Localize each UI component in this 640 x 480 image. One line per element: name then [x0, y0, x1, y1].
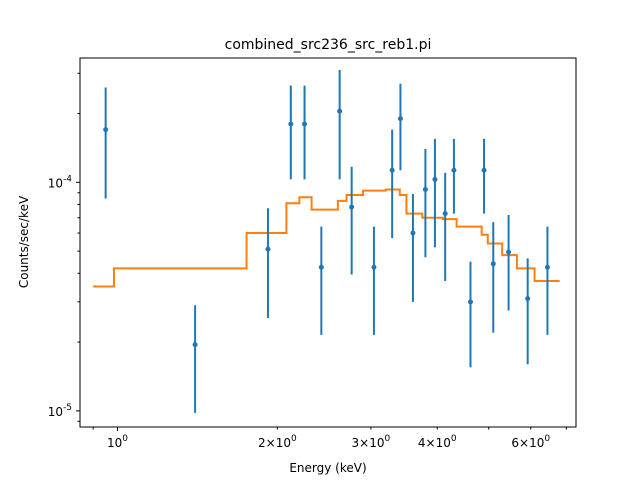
data-point — [432, 176, 438, 182]
x-tick-label: 2×100 — [258, 434, 297, 450]
data-point — [422, 187, 428, 193]
chart-title: combined_src236_src_reb1.pi — [225, 37, 432, 53]
data-point — [397, 116, 403, 122]
y-tick-label: 10-5 — [48, 403, 72, 419]
data-point — [544, 264, 550, 270]
x-axis-label: Energy (keV) — [289, 461, 366, 475]
data-points — [103, 70, 550, 413]
data-point — [442, 211, 448, 217]
y-tick-label: 10-4 — [48, 174, 73, 190]
data-point — [481, 167, 487, 173]
data-point — [389, 167, 395, 173]
data-point — [337, 108, 343, 114]
x-tick-label: 100 — [107, 434, 128, 450]
data-point — [371, 264, 377, 270]
data-point — [302, 121, 308, 127]
data-point — [318, 264, 324, 270]
x-tick-label: 3×100 — [352, 434, 391, 450]
data-point — [451, 167, 457, 173]
data-point — [265, 246, 271, 252]
axis-ticks: 100 2×100 3×100 4×100 6×100 10-5 10-4 — [48, 72, 567, 450]
data-point — [288, 121, 294, 127]
data-point — [192, 342, 198, 348]
data-point — [506, 249, 512, 255]
data-point — [410, 230, 416, 236]
data-point — [525, 296, 531, 302]
y-axis-label: Counts/sec/keV — [17, 195, 31, 288]
x-tick-label: 6×100 — [511, 434, 550, 450]
data-point — [490, 261, 496, 267]
model-step-line — [93, 188, 560, 288]
x-tick-label: 4×100 — [418, 434, 457, 450]
plot-area — [79, 57, 577, 428]
data-point — [467, 299, 473, 305]
data-point — [349, 204, 355, 210]
model-step-path — [93, 188, 560, 288]
data-point — [103, 127, 109, 133]
